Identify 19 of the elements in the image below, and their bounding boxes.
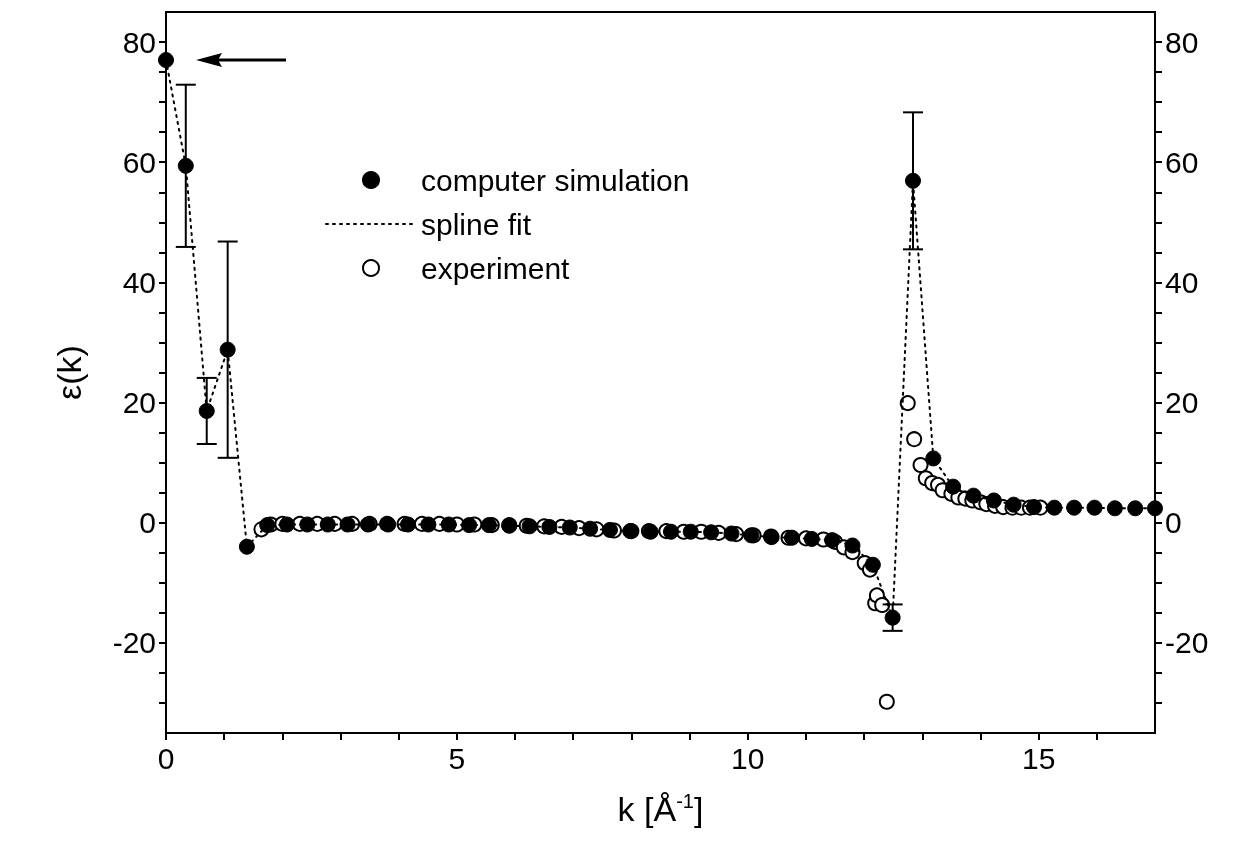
y2-tick-label: 20 [1165,386,1199,420]
x-tick-label: 15 [1021,741,1056,775]
x-tick-label: 5 [448,741,466,775]
y-tick-label: -20 [112,626,156,660]
y-tick-label: 80 [122,25,156,59]
y-tick-label: 20 [122,386,156,420]
y2-tick-label: 60 [1165,145,1199,179]
legend-label: computer simulation [421,163,690,197]
y2-tick-label: 0 [1165,506,1182,540]
y-tick-label: 60 [122,145,156,179]
legend-label: experiment [421,251,571,285]
legend-label: spline fit [421,207,532,241]
y2-tick-label: -20 [1165,626,1209,660]
y-tick-label: 40 [122,265,156,299]
y2-tick-label: 80 [1165,25,1199,59]
y2-tick-label: 40 [1165,265,1199,299]
y-axis-title: ε(k) [50,345,88,400]
x-tick-label: 10 [731,741,765,775]
y-tick-label: 0 [139,506,156,540]
